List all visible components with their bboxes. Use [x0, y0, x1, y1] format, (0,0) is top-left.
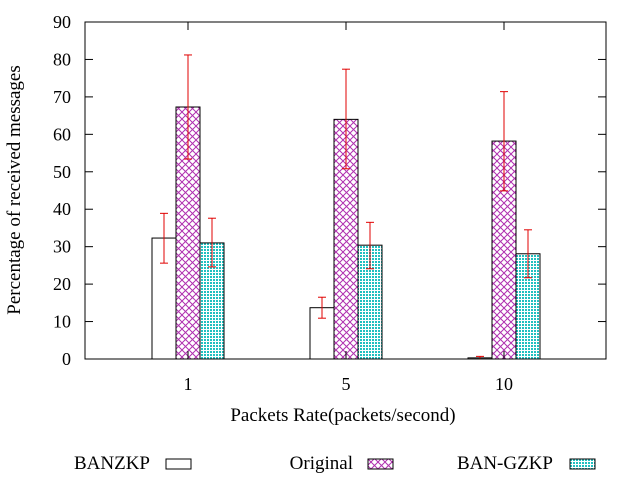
y-tick-label: 20	[53, 274, 71, 294]
y-tick-label: 50	[53, 162, 71, 182]
y-tick-label: 80	[53, 49, 71, 69]
y-tick-label: 40	[53, 199, 71, 219]
y-tick-label: 60	[53, 124, 71, 144]
plot-area	[151, 54, 541, 360]
y-tick-label: 70	[53, 87, 71, 107]
x-axis-title: Packets Rate(packets/second)	[230, 405, 455, 426]
y-tick-label: 10	[53, 312, 71, 332]
x-tick-label: 10	[495, 374, 513, 394]
y-axis-title: Percentage of received messages	[4, 65, 25, 315]
y-tick-label: 0	[62, 349, 71, 369]
legend-swatch-ban-gzkp	[569, 458, 596, 470]
legend-label-original: Original	[290, 453, 353, 474]
legend-label-ban-gzkp: BAN-GZKP	[457, 453, 553, 474]
legend-swatch-banzkp	[165, 458, 192, 470]
legend: BANZKP Original BAN-GZKP	[74, 453, 596, 474]
x-tick-label: 5	[342, 374, 351, 394]
axes: 0 10 20 30 40 50 60 70 80 90 1 5 10	[53, 12, 607, 394]
legend-label-banzkp: BANZKP	[74, 453, 150, 474]
y-tick-label: 30	[53, 237, 71, 257]
x-tick-label: 1	[184, 374, 193, 394]
y-tick-label: 90	[53, 12, 71, 32]
legend-swatch-original	[367, 458, 394, 470]
